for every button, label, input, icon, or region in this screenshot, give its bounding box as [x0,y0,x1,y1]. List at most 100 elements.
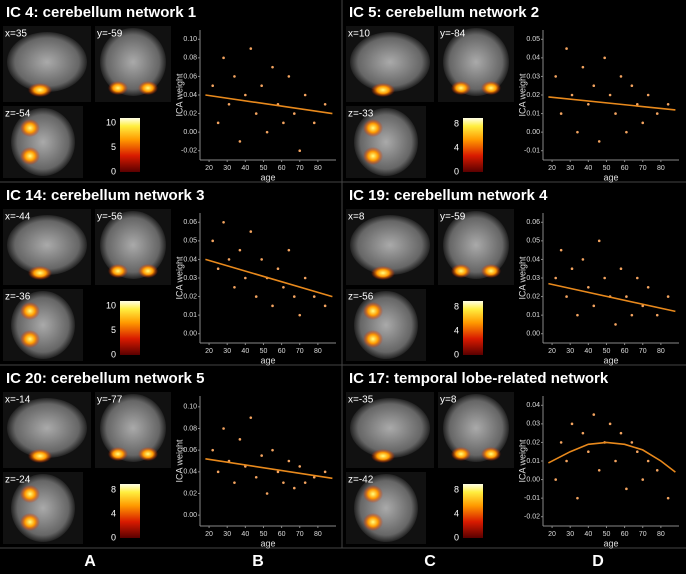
y-tick-label: 0.04 [526,402,540,409]
data-point [587,102,590,106]
data-point [244,93,247,97]
data-point [581,258,585,261]
x-tick-label: 60 [278,165,286,172]
data-point [625,295,628,298]
y-tick-label: 0.04 [183,92,197,99]
y-axis-label: ICA weight [174,73,184,117]
slice-coordinate: z=-56 [348,292,374,303]
data-point [271,448,274,452]
activation [481,264,501,278]
colorbar-tick-label: 10 [106,117,116,127]
y-tick-label: 0.03 [526,421,540,428]
colorbar [463,301,483,355]
x-tick-label: 30 [566,531,574,538]
y-tick-label: 0.01 [526,458,540,465]
data-point [222,427,225,430]
x-tick-label: 60 [278,531,286,538]
data-point [576,313,579,317]
x-tick-label: 50 [603,165,611,172]
activation [28,266,52,280]
panel: IC 4: cerebellum network 1 x=35 y=-59 z=-54… [3,4,336,182]
x-tick-label: 30 [223,531,231,538]
data-point [260,454,263,457]
y-tick-label: 0.04 [526,256,540,263]
y-tick-label: 0.00 [526,129,540,136]
y-tick-label: 0.02 [183,110,197,117]
data-point [323,102,327,106]
data-point [303,481,307,484]
x-tick-label: 40 [584,531,592,538]
data-point [655,313,659,317]
data-point [271,65,274,69]
panel-title: IC 19: cerebellum network 4 [349,187,548,204]
y-tick-label: 0.06 [183,73,197,80]
x-tick-label: 30 [566,165,574,172]
panel-title: IC 5: cerebellum network 2 [349,4,539,21]
data-point [303,93,307,97]
slice-coordinate: x=-35 [348,395,374,406]
slice-coordinate: z=-42 [348,475,374,486]
data-point [323,304,327,308]
x-tick-label: 50 [260,531,268,538]
data-point [265,130,269,134]
data-point [249,47,253,50]
data-point [581,431,585,435]
colorbar-tick-label: 0 [454,532,459,542]
x-tick-label: 40 [241,165,249,172]
y-tick-label: 0.05 [526,238,540,245]
colorbar-tick-label: 0 [454,349,459,359]
colorbar-tick-label: 0 [111,166,116,176]
activation [451,264,471,278]
y-tick-label: 0.10 [183,36,197,43]
data-point [233,285,236,289]
x-tick-label: 80 [657,531,665,538]
activation [371,266,395,280]
activation [481,81,501,95]
data-point [260,258,263,261]
data-point [554,478,557,481]
data-point [646,459,650,463]
data-point [619,75,623,78]
data-point [565,47,568,50]
brain-slice [100,211,166,279]
y-tick-label: -0.02 [524,514,540,521]
y-tick-label: 0.03 [526,73,540,80]
colorbar-tick-label: 8 [454,118,459,128]
y-tick-label: 0.00 [526,331,540,338]
x-tick-label: 50 [260,165,268,172]
brain-slice [350,32,430,92]
data-point [298,149,302,153]
activation [20,302,40,320]
data-point [619,267,623,271]
activation [138,81,158,95]
data-point [282,481,285,484]
data-point [608,93,612,97]
data-point [587,285,590,289]
panel-letter: C [424,553,436,570]
y-tick-label: 0.04 [183,469,197,476]
colorbar-tick-label: 8 [454,301,459,311]
slice-coordinate: z=-54 [5,109,31,120]
activation [451,81,471,95]
data-point [587,450,590,454]
colorbar-tick-label: 0 [454,166,459,176]
brain-slice [443,28,509,96]
data-point [216,121,220,125]
data-point [635,450,639,454]
data-point [554,276,557,280]
y-tick-label: 0.01 [526,110,540,117]
y-tick-label: -0.02 [181,148,197,155]
data-point [292,486,296,490]
data-point [303,276,307,280]
fit-line [548,282,676,313]
data-point [614,459,617,463]
activation [138,264,158,278]
data-point [635,276,639,280]
slice-coordinate: x=8 [348,212,365,223]
x-tick-label: 80 [314,165,322,172]
brain-slice [7,215,87,275]
activation [363,485,383,503]
activation [363,302,383,320]
y-tick-label: -0.01 [524,148,540,155]
y-tick-label: 0.04 [183,256,197,263]
